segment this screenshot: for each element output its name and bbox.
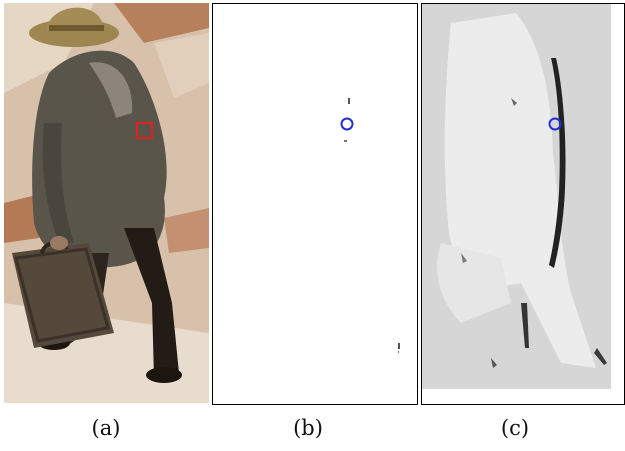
blue-circle-marker <box>548 117 562 131</box>
panel-a-photo <box>4 3 209 403</box>
blue-circle-marker <box>340 117 354 131</box>
caption-a: (a) <box>91 416 121 440</box>
panel-c-distance-map <box>421 3 625 405</box>
panel-b-response-map <box>212 3 418 405</box>
caption-b: (b) <box>293 416 323 440</box>
response-map <box>212 3 418 405</box>
caption-c: (c) <box>500 416 530 440</box>
person-photo <box>4 3 209 403</box>
red-square-marker <box>136 122 153 139</box>
distance-map <box>421 3 625 405</box>
